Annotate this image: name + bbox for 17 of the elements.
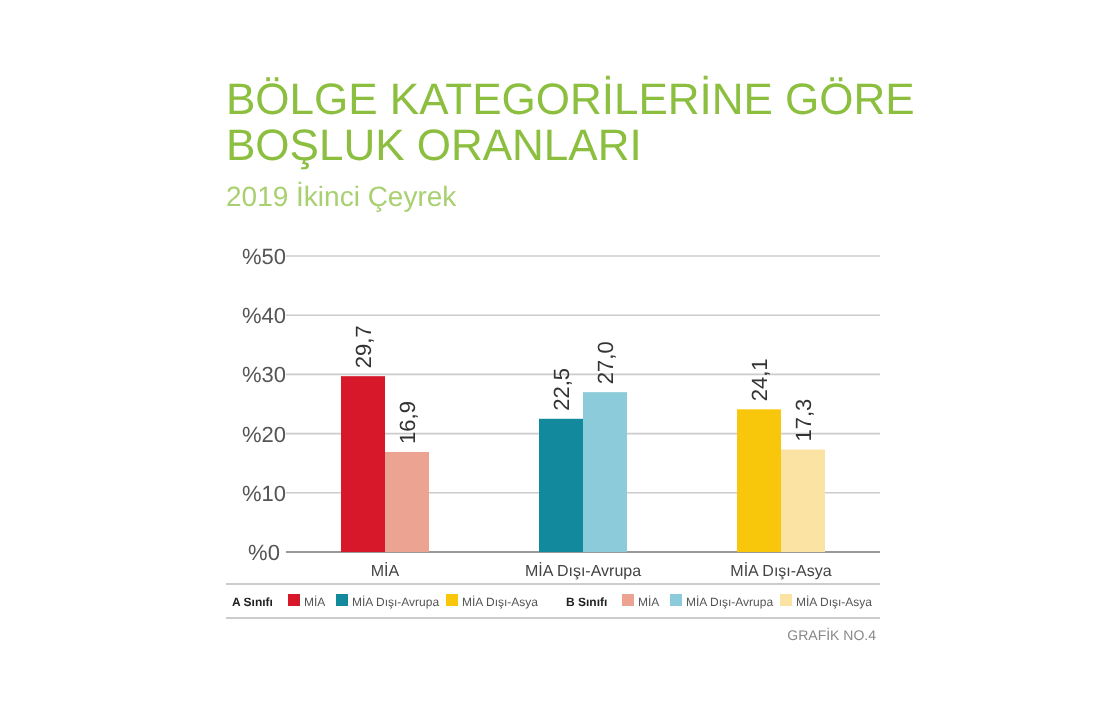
y-tick-label: %40 [241, 305, 287, 330]
data-label: 29,7 [353, 325, 377, 369]
chart-title: BÖLGE KATEGORİLERİNE GÖRE BOŞLUK ORANLARI [226, 74, 915, 170]
data-label: 16,9 [397, 401, 421, 444]
y-tick-label: %20 [241, 423, 287, 448]
data-label: 22,5 [551, 367, 575, 411]
data-label: 17,3 [793, 398, 817, 442]
data-label: 24,1 [749, 358, 773, 402]
x-tick-label: MİA Dışı-Asya [730, 562, 833, 580]
chart-subtitle: 2019 İkinci Çeyrek [226, 180, 459, 212]
y-tick-label: %30 [241, 364, 287, 389]
y-tick-label: %10 [241, 482, 287, 507]
data-label: 27,0 [595, 341, 619, 385]
y-tick-label: %0 [248, 542, 280, 566]
x-tick-label: MİA [370, 562, 401, 580]
y-tick-label: %50 [241, 246, 287, 270]
x-tick-label: MİA Dışı-Avrupa [524, 562, 643, 580]
